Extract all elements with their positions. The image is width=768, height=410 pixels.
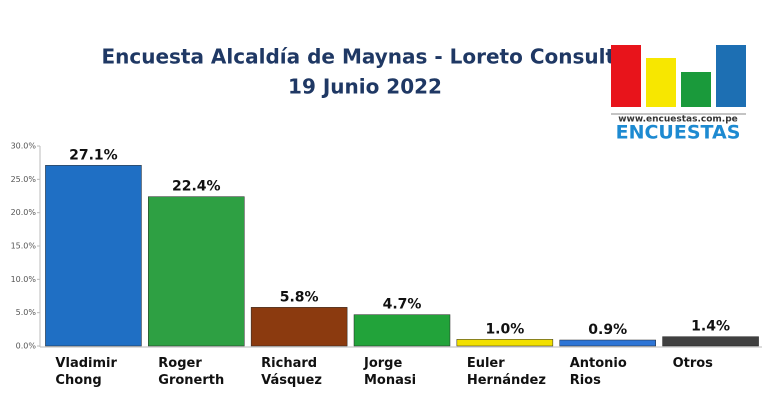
x-tick-label: Euler Hernández bbox=[466, 356, 546, 388]
x-tick-label: Antonio Rios bbox=[569, 356, 627, 388]
y-tick-label: 15.0% bbox=[11, 242, 37, 251]
bar bbox=[353, 314, 451, 347]
y-tick-label: 5.0% bbox=[16, 308, 37, 317]
y-tick-label: 20.0% bbox=[11, 208, 37, 217]
value-label: 0.9% bbox=[588, 322, 627, 338]
x-tick-label: Roger Gronerth bbox=[158, 356, 225, 388]
logo-url: www.encuestas.com.pe bbox=[618, 115, 738, 125]
x-tick-label: Richard Vásquez bbox=[261, 356, 322, 388]
y-tick-label: 30.0% bbox=[11, 142, 37, 151]
y-tick-label: 0.0% bbox=[16, 342, 37, 351]
x-tick-label: Otros bbox=[672, 356, 713, 371]
value-label: 1.0% bbox=[485, 321, 524, 337]
bar bbox=[250, 307, 348, 347]
bar bbox=[148, 196, 245, 347]
value-label: 27.1% bbox=[69, 147, 118, 163]
x-tick-label: Vladimir Chong bbox=[55, 356, 117, 388]
bar bbox=[559, 339, 656, 347]
logo-graphic bbox=[611, 45, 746, 115]
chart-title: Encuesta Alcaldía de Maynas - Loreto Con… bbox=[101, 45, 628, 69]
value-label: 22.4% bbox=[172, 179, 221, 195]
bar bbox=[662, 336, 759, 347]
y-tick-label: 10.0% bbox=[11, 275, 37, 284]
chart-subtitle: 19 Junio 2022 bbox=[288, 75, 442, 99]
bar bbox=[45, 165, 142, 347]
y-tick-label: 25.0% bbox=[11, 175, 37, 184]
value-label: 5.8% bbox=[280, 289, 319, 305]
logo-name: ENCUESTAS bbox=[616, 122, 741, 144]
value-label: 4.7% bbox=[383, 297, 422, 313]
x-tick-label: Jorge Monasi bbox=[364, 356, 417, 388]
value-label: 1.4% bbox=[691, 319, 730, 335]
bar bbox=[456, 339, 554, 347]
